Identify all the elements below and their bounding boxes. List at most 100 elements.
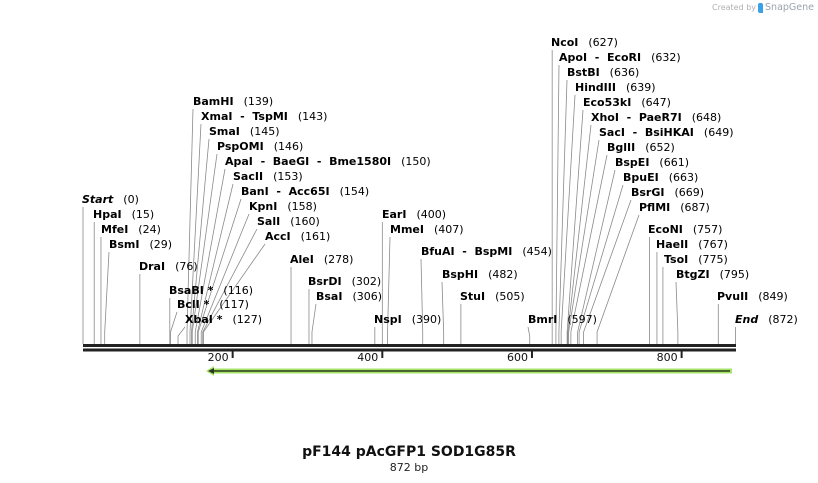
enzyme-name[interactable]: SmaI: [209, 125, 240, 138]
restriction-site-label[interactable]: BclI * (117): [177, 298, 249, 311]
restriction-site-label[interactable]: BfuAI - BspMI (454): [421, 245, 552, 258]
restriction-site-label[interactable]: XmaI - TspMI (143): [201, 110, 327, 123]
restriction-site-label[interactable]: HpaI (15): [93, 208, 154, 221]
restriction-site-label[interactable]: SmaI (145): [209, 125, 280, 138]
restriction-site-label[interactable]: Eco53kI (647): [583, 96, 671, 109]
enzyme-name[interactable]: BspHI: [442, 268, 479, 281]
enzyme-name[interactable]: SacI: [599, 126, 625, 139]
restriction-site-label[interactable]: EcoNI (757): [648, 223, 722, 236]
enzyme-name[interactable]: TspMI: [252, 110, 288, 123]
feature-arrow[interactable]: [206, 366, 732, 376]
enzyme-name[interactable]: MfeI: [101, 223, 129, 236]
enzyme-name[interactable]: AccI: [265, 230, 291, 243]
enzyme-name[interactable]: KpnI: [249, 200, 278, 213]
restriction-site-label[interactable]: BtgZI (795): [676, 268, 749, 281]
enzyme-name[interactable]: BspEI: [615, 156, 650, 169]
enzyme-name[interactable]: BpuEI: [623, 171, 659, 184]
restriction-site-label[interactable]: NcoI (627): [551, 36, 618, 49]
restriction-site-label[interactable]: HindIII (639): [575, 81, 656, 94]
restriction-site-label[interactable]: EarI (400): [382, 208, 446, 221]
enzyme-name[interactable]: BanI: [241, 185, 269, 198]
restriction-site-label[interactable]: Start (0): [82, 193, 139, 206]
restriction-site-label[interactable]: AleI (278): [290, 253, 353, 266]
enzyme-name[interactable]: HindIII: [575, 81, 616, 94]
restriction-site-label[interactable]: BpuEI (663): [623, 171, 698, 184]
restriction-site-label[interactable]: BanI - Acc65I (154): [241, 185, 369, 198]
enzyme-name[interactable]: TsoI: [664, 253, 689, 266]
enzyme-name[interactable]: NcoI: [551, 36, 579, 49]
restriction-site-label[interactable]: MmeI (407): [390, 223, 464, 236]
enzyme-name[interactable]: BtgZI: [676, 268, 710, 281]
enzyme-name[interactable]: BsaI: [316, 290, 343, 303]
enzyme-name[interactable]: PflMI: [639, 201, 671, 214]
enzyme-name[interactable]: PaeR7I: [638, 111, 682, 124]
enzyme-name[interactable]: PspOMI: [217, 140, 264, 153]
enzyme-name[interactable]: ApoI: [559, 51, 588, 64]
restriction-site-label[interactable]: ApaI - BaeGI - Bme1580I (150): [225, 155, 431, 168]
restriction-site-label[interactable]: BstBI (636): [567, 66, 639, 79]
restriction-site-label[interactable]: BglII (652): [607, 141, 675, 154]
restriction-site-label[interactable]: MfeI (24): [101, 223, 161, 236]
enzyme-name[interactable]: NspI: [374, 313, 402, 326]
restriction-site-label[interactable]: SacI - BsiHKAI (649): [599, 126, 734, 139]
restriction-site-label[interactable]: StuI (505): [460, 290, 525, 303]
restriction-site-label[interactable]: PspOMI (146): [217, 140, 303, 153]
enzyme-name[interactable]: StuI: [460, 290, 486, 303]
enzyme-name[interactable]: XhoI: [591, 111, 619, 124]
enzyme-name[interactable]: PvuII: [717, 290, 749, 303]
restriction-site-label[interactable]: BspHI (482): [442, 268, 518, 281]
enzyme-name[interactable]: BclI *: [177, 298, 210, 311]
enzyme-name[interactable]: Bme1580I: [329, 155, 392, 168]
restriction-site-label[interactable]: SalI (160): [257, 215, 320, 228]
enzyme-name[interactable]: EcoNI: [648, 223, 683, 236]
enzyme-name[interactable]: HpaI: [93, 208, 122, 221]
restriction-site-label[interactable]: BsrDI (302): [308, 275, 381, 288]
enzyme-name[interactable]: ApaI: [225, 155, 253, 168]
restriction-site-label[interactable]: XbaI * (127): [185, 313, 262, 326]
enzyme-name[interactable]: DraI: [139, 260, 166, 273]
restriction-site-label[interactable]: NspI (390): [374, 313, 441, 326]
enzyme-name[interactable]: EarI: [382, 208, 407, 221]
enzyme-name[interactable]: BsiHKAI: [644, 126, 694, 139]
restriction-site-label[interactable]: HaeII (767): [656, 238, 728, 251]
restriction-site-label[interactable]: ApoI - EcoRI (632): [559, 51, 681, 64]
restriction-site-label[interactable]: DraI (76): [139, 260, 198, 273]
enzyme-name[interactable]: BamHI: [193, 95, 234, 108]
enzyme-name[interactable]: HaeII: [656, 238, 689, 251]
enzyme-name[interactable]: MmeI: [390, 223, 424, 236]
enzyme-name[interactable]: BspMI: [474, 245, 513, 258]
enzyme-name[interactable]: End: [735, 313, 759, 326]
restriction-site-label[interactable]: PvuII (849): [717, 290, 788, 303]
enzyme-name[interactable]: Eco53kI: [583, 96, 632, 109]
enzyme-name[interactable]: AleI: [290, 253, 314, 266]
enzyme-name[interactable]: XbaI *: [185, 313, 223, 326]
enzyme-name[interactable]: XmaI: [201, 110, 233, 123]
restriction-site-label[interactable]: SacII (153): [233, 170, 303, 183]
restriction-site-label[interactable]: BmrI (597): [528, 313, 597, 326]
restriction-site-label[interactable]: BspEI (661): [615, 156, 689, 169]
restriction-site-label[interactable]: BsaI (306): [316, 290, 382, 303]
enzyme-name[interactable]: EcoRI: [606, 51, 642, 64]
restriction-site-label[interactable]: KpnI (158): [249, 200, 317, 213]
enzyme-name[interactable]: BaeGI: [272, 155, 310, 168]
enzyme-name[interactable]: BglII: [607, 141, 636, 154]
restriction-site-label[interactable]: TsoI (775): [664, 253, 728, 266]
restriction-site-label[interactable]: XhoI - PaeR7I (648): [591, 111, 721, 124]
enzyme-name[interactable]: BfuAI: [421, 245, 455, 258]
restriction-site-label[interactable]: BsrGI (669): [631, 186, 704, 199]
enzyme-name[interactable]: BstBI: [567, 66, 600, 79]
enzyme-name[interactable]: BmrI: [528, 313, 558, 326]
restriction-site-label[interactable]: BamHI (139): [193, 95, 273, 108]
enzyme-name[interactable]: SalI: [257, 215, 281, 228]
enzyme-name[interactable]: Acc65I: [288, 185, 330, 198]
enzyme-name[interactable]: SacII: [233, 170, 264, 183]
restriction-site-label[interactable]: PflMI (687): [639, 201, 710, 214]
enzyme-name[interactable]: BsrGI: [631, 186, 665, 199]
restriction-site-label[interactable]: End (872): [735, 313, 798, 326]
enzyme-name[interactable]: Start: [82, 193, 114, 206]
enzyme-name[interactable]: BsmI: [109, 238, 140, 251]
restriction-site-label[interactable]: BsaBI * (116): [169, 284, 253, 297]
enzyme-name[interactable]: BsaBI *: [169, 284, 214, 297]
enzyme-name[interactable]: BsrDI: [308, 275, 342, 288]
restriction-site-label[interactable]: AccI (161): [265, 230, 330, 243]
